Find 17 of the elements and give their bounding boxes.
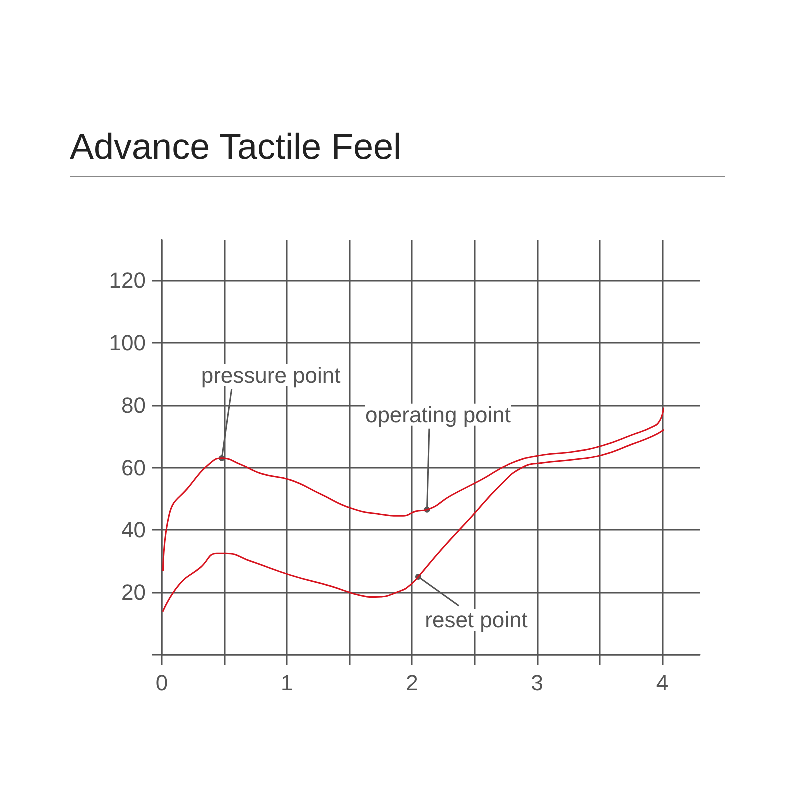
x-tick-label: 2 bbox=[406, 670, 418, 696]
y-tick-label: 120 bbox=[109, 268, 146, 294]
annotation: operating point bbox=[365, 402, 512, 428]
y-tick-label: 80 bbox=[122, 392, 146, 418]
line-series bbox=[162, 430, 664, 612]
x-tick-label: 4 bbox=[656, 670, 669, 696]
y-tick-label: 100 bbox=[109, 330, 146, 356]
x-tick-label: 3 bbox=[531, 670, 544, 696]
annotation: reset point bbox=[425, 607, 528, 632]
annotation: pressure point bbox=[201, 362, 341, 388]
x-tick-label: 0 bbox=[156, 670, 168, 696]
y-tick-label: 60 bbox=[122, 455, 146, 480]
line-series bbox=[162, 408, 664, 572]
x-tick-label: 1 bbox=[280, 670, 294, 696]
chart-title: Advance Tactile Feel bbox=[70, 126, 725, 177]
y-tick-label: 40 bbox=[122, 518, 146, 543]
y-tick-label: 20 bbox=[122, 580, 146, 606]
